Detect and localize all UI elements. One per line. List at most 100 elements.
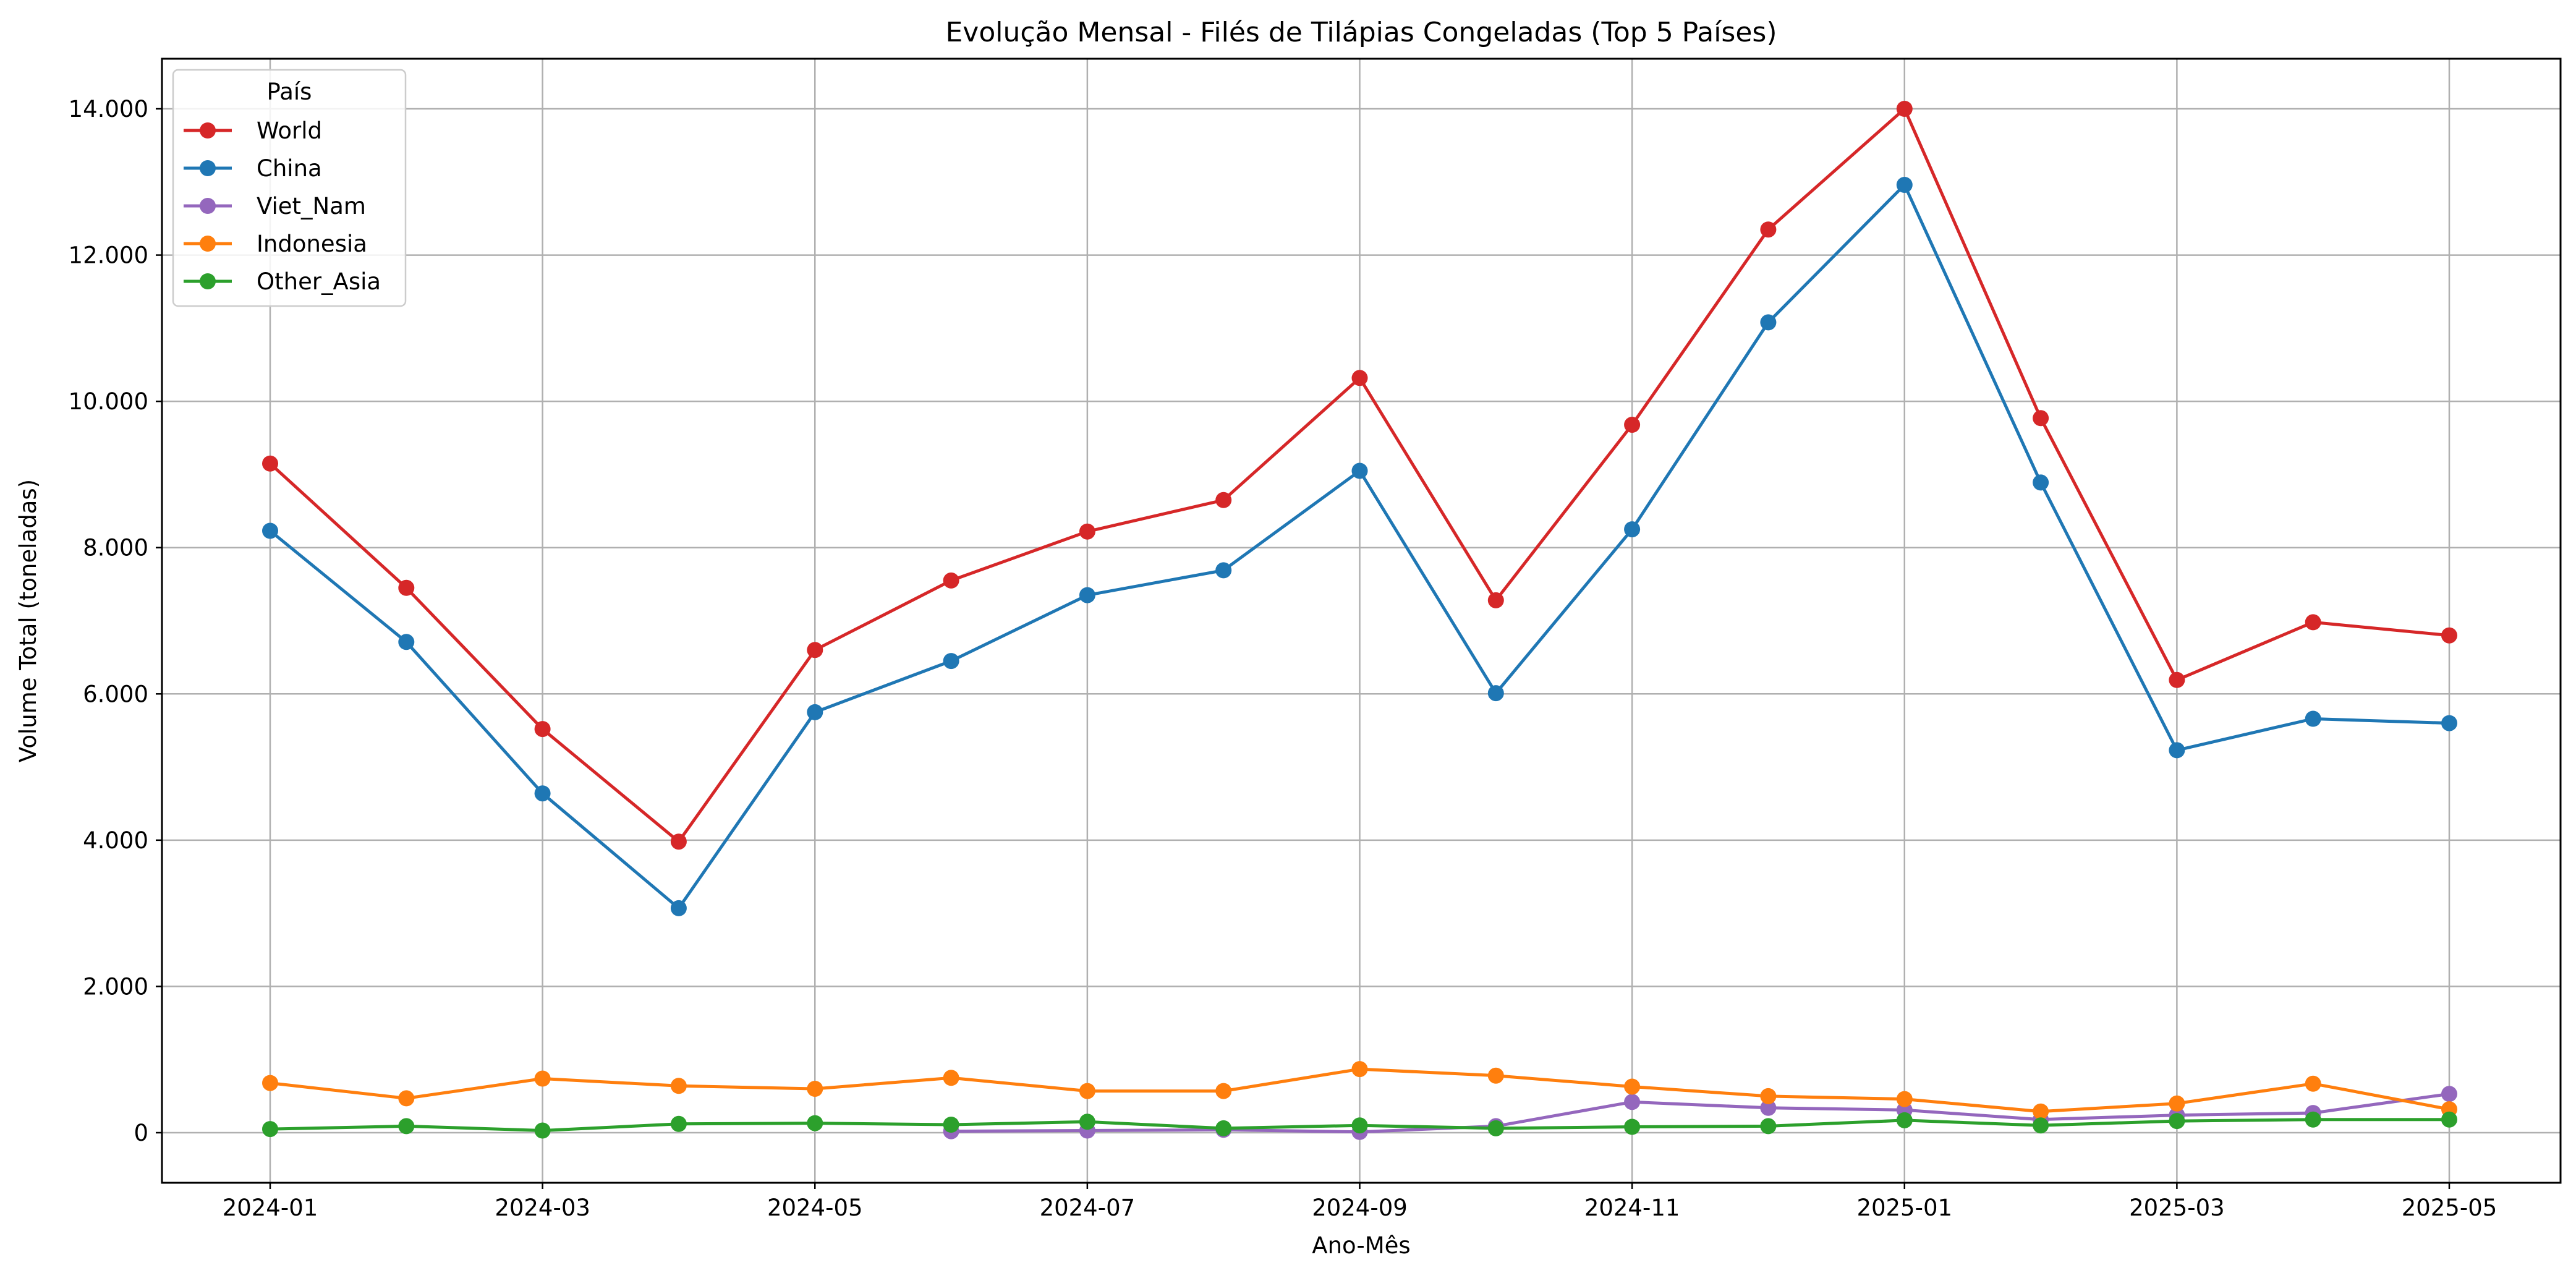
data-point xyxy=(1760,314,1777,331)
data-point xyxy=(1079,1083,1095,1099)
series-world xyxy=(262,101,2457,850)
data-point xyxy=(807,642,823,658)
data-point xyxy=(1896,1112,1913,1128)
data-point xyxy=(1215,492,1232,508)
x-tick-label: 2024-05 xyxy=(767,1195,863,1221)
data-point xyxy=(1487,1067,1504,1084)
data-point xyxy=(670,1078,687,1094)
data-point xyxy=(807,1081,823,1097)
data-point xyxy=(1760,1099,1777,1116)
data-point xyxy=(1624,1118,1641,1135)
plot-frame xyxy=(161,58,2562,1184)
data-point xyxy=(1079,1114,1095,1130)
legend-item: World xyxy=(184,117,322,144)
legend-label: World xyxy=(257,117,322,144)
legend: País World China Viet_Nam Indonesia Other_Asi… xyxy=(172,69,407,307)
data-point xyxy=(2441,1111,2457,1128)
data-point xyxy=(1215,562,1232,579)
series-line xyxy=(951,1092,2450,1134)
x-tick-label: 2025-01 xyxy=(1856,1195,1952,1221)
x-tick-label: 2024-07 xyxy=(1040,1195,1136,1221)
data-point xyxy=(1351,1117,1368,1134)
data-point xyxy=(398,1090,415,1107)
data-point xyxy=(1896,1091,1913,1107)
data-point xyxy=(670,833,687,850)
data-point xyxy=(1760,221,1777,238)
data-point xyxy=(943,1117,959,1133)
data-point xyxy=(1351,1061,1368,1078)
data-point xyxy=(2305,1075,2321,1092)
legend-swatch-marker xyxy=(200,273,216,289)
data-point xyxy=(807,704,823,720)
data-point xyxy=(1079,587,1095,603)
data-point xyxy=(2033,1103,2049,1120)
data-point xyxy=(2441,1086,2457,1102)
data-point xyxy=(2441,715,2457,731)
y-tick-label: 0 xyxy=(134,1120,148,1146)
data-point xyxy=(1624,1078,1641,1095)
data-point xyxy=(534,1070,551,1087)
data-point xyxy=(670,900,687,916)
legend-item: Indonesia xyxy=(184,231,367,257)
data-point xyxy=(398,634,415,650)
data-point xyxy=(1896,177,1913,193)
data-point xyxy=(1896,101,1913,117)
series-china xyxy=(262,177,2457,916)
data-point xyxy=(398,579,415,596)
data-point xyxy=(398,1118,415,1135)
data-point xyxy=(2305,1111,2321,1128)
data-point xyxy=(2033,410,2049,427)
data-point xyxy=(534,721,551,738)
data-point xyxy=(2441,627,2457,644)
x-tick-label: 2024-11 xyxy=(1584,1195,1680,1221)
data-point xyxy=(1760,1088,1777,1104)
legend-label: Viet_Nam xyxy=(257,193,366,219)
data-point xyxy=(2033,1117,2049,1134)
data-point xyxy=(1487,592,1504,608)
data-point xyxy=(2305,614,2321,631)
data-point xyxy=(1215,1083,1232,1099)
data-point xyxy=(807,1115,823,1131)
series-layer xyxy=(262,101,2457,1140)
axis-ticks: 2024-01 2024-03 2024-05 2024-07 2024-09 2024-… xyxy=(69,96,2497,1221)
legend-swatch-marker xyxy=(200,122,216,138)
legend-label: Other_Asia xyxy=(257,268,381,295)
y-tick-label: 14.000 xyxy=(69,96,148,122)
data-point xyxy=(262,455,278,472)
legend-item: China xyxy=(184,155,322,182)
chart-title: Evolução Mensal - Filés de Tilápias Cong… xyxy=(945,17,1777,48)
series-other-asia xyxy=(262,1111,2457,1139)
x-tick-label: 2024-03 xyxy=(495,1195,590,1221)
y-tick-label: 12.000 xyxy=(69,242,148,269)
data-point xyxy=(1215,1120,1232,1136)
data-point xyxy=(534,1122,551,1139)
data-point xyxy=(1624,417,1641,433)
data-point xyxy=(534,785,551,802)
y-tick-label: 2.000 xyxy=(83,973,148,1000)
data-point xyxy=(2169,1095,2185,1112)
legend-swatch-marker xyxy=(200,160,216,176)
x-tick-label: 2025-03 xyxy=(2129,1195,2225,1221)
legend-swatch-marker xyxy=(200,236,216,252)
legend-item: Other_Asia xyxy=(184,268,381,295)
legend-title: País xyxy=(267,79,312,105)
data-point xyxy=(262,1121,278,1138)
x-tick-label: 2024-01 xyxy=(223,1195,318,1221)
x-tick-label: 2025-05 xyxy=(2402,1195,2497,1221)
data-point xyxy=(2305,710,2321,727)
data-point xyxy=(943,572,959,589)
legend-swatch-marker xyxy=(200,198,216,214)
y-tick-label: 8.000 xyxy=(83,535,148,561)
data-point xyxy=(1487,685,1504,702)
data-point xyxy=(1624,1094,1641,1110)
x-tick-label: 2024-09 xyxy=(1312,1195,1408,1221)
data-point xyxy=(2169,742,2185,759)
data-point xyxy=(670,1115,687,1132)
data-point xyxy=(943,653,959,670)
x-axis-label: Ano-Mês xyxy=(1312,1232,1410,1259)
y-tick-label: 6.000 xyxy=(83,681,148,707)
legend-label: Indonesia xyxy=(257,231,367,257)
data-point xyxy=(1351,370,1368,386)
